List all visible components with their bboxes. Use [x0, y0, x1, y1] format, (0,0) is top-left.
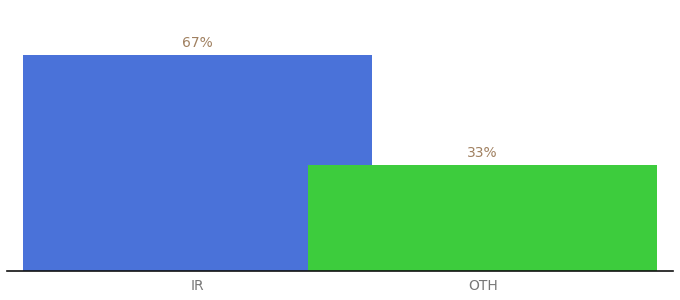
Text: 33%: 33%	[467, 146, 498, 160]
Text: 67%: 67%	[182, 36, 213, 50]
Bar	[23, 55, 372, 271]
Bar	[308, 165, 657, 271]
